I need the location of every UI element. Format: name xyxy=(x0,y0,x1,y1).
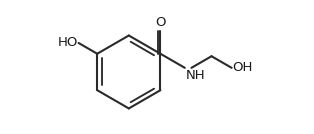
Text: HO: HO xyxy=(57,36,78,49)
Text: NH: NH xyxy=(186,70,205,83)
Text: OH: OH xyxy=(232,61,253,74)
Text: O: O xyxy=(155,16,166,29)
